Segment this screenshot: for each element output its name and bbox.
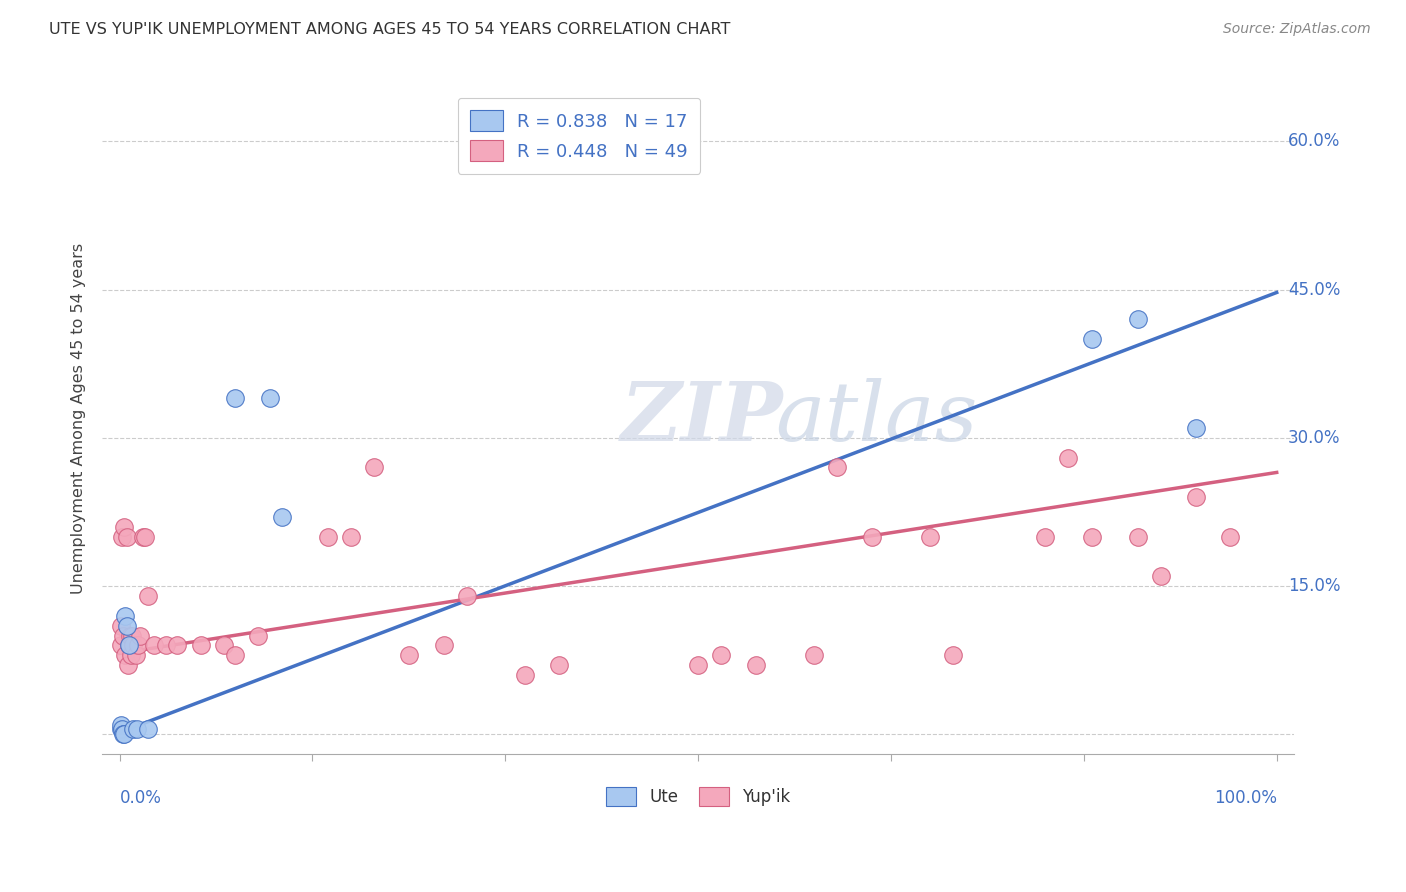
Point (363, 460, 385, 475)
Point (112, 629, 135, 643)
Text: 60.0%: 60.0% (1288, 132, 1340, 150)
Point (1057, 450, 1080, 465)
Point (803, 648, 825, 663)
Point (111, 530, 134, 544)
Point (247, 629, 270, 643)
Point (398, 648, 420, 663)
Point (125, 723, 148, 737)
Point (456, 589, 478, 603)
Point (118, 629, 141, 643)
Text: UTE VS YUP'IK UNEMPLOYMENT AMONG AGES 45 TO 54 YEARS CORRELATION CHART: UTE VS YUP'IK UNEMPLOYMENT AMONG AGES 45… (49, 22, 731, 37)
Point (110, 717, 132, 731)
Point (340, 530, 363, 544)
Point (548, 658, 571, 673)
Point (825, 460, 848, 475)
Point (1219, 530, 1241, 544)
Point (1080, 332, 1102, 346)
Point (138, 589, 160, 603)
Point (259, 392, 281, 406)
Point (118, 639, 141, 653)
Point (112, 727, 135, 741)
Point (190, 639, 212, 653)
Point (432, 639, 454, 653)
Point (115, 618, 138, 632)
Point (212, 639, 235, 653)
Text: 45.0%: 45.0% (1288, 280, 1340, 299)
Point (1126, 530, 1149, 544)
Point (127, 639, 149, 653)
Point (138, 723, 160, 737)
Point (513, 668, 536, 682)
Text: 0.0%: 0.0% (120, 789, 162, 807)
Point (122, 639, 145, 653)
Point (110, 639, 132, 653)
Point (120, 648, 142, 663)
Point (942, 648, 965, 663)
Point (1150, 569, 1173, 583)
Point (114, 608, 136, 623)
Point (1080, 530, 1102, 544)
Point (112, 520, 135, 534)
Point (118, 639, 141, 653)
Point (129, 629, 152, 643)
Text: atlas: atlas (776, 378, 979, 458)
Point (112, 727, 135, 741)
Text: 15.0%: 15.0% (1288, 577, 1340, 595)
Point (1184, 490, 1206, 504)
Text: Source: ZipAtlas.com: Source: ZipAtlas.com (1223, 22, 1371, 37)
Legend: Ute, Yup'ik: Ute, Yup'ik (599, 780, 797, 814)
Text: 100.0%: 100.0% (1213, 789, 1277, 807)
Point (134, 530, 156, 544)
Point (110, 618, 132, 632)
Point (117, 658, 139, 673)
Point (166, 639, 188, 653)
Point (125, 648, 148, 663)
Point (143, 639, 166, 653)
Point (918, 530, 941, 544)
Text: 30.0%: 30.0% (1288, 429, 1340, 447)
Point (270, 510, 292, 524)
Point (224, 392, 246, 406)
Point (316, 530, 339, 544)
Point (1126, 312, 1149, 326)
Point (110, 723, 132, 737)
Point (114, 648, 136, 663)
Point (132, 530, 155, 544)
Point (111, 723, 134, 737)
Point (121, 629, 143, 643)
Text: ZIP: ZIP (620, 378, 783, 458)
Point (224, 648, 246, 663)
Point (115, 530, 138, 544)
Point (745, 658, 768, 673)
Point (1184, 421, 1206, 435)
Point (710, 648, 733, 663)
Point (122, 723, 145, 737)
Point (1033, 530, 1056, 544)
Point (860, 530, 883, 544)
Y-axis label: Unemployment Among Ages 45 to 54 years: Unemployment Among Ages 45 to 54 years (72, 243, 86, 593)
Point (155, 639, 177, 653)
Point (688, 658, 710, 673)
